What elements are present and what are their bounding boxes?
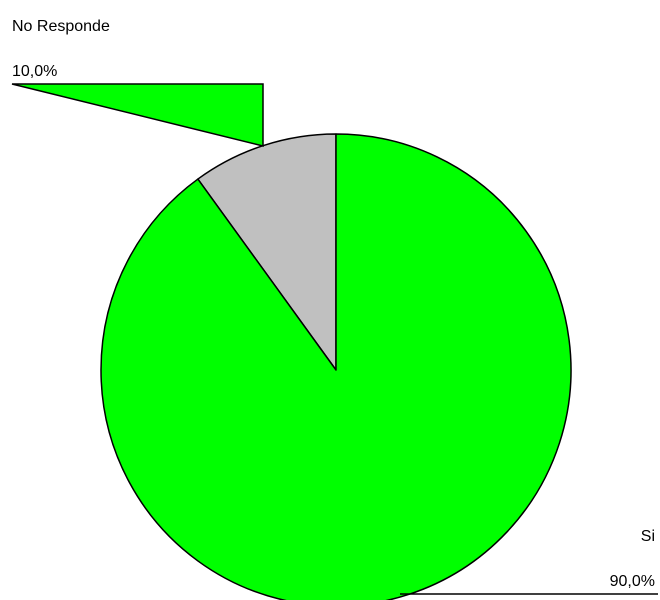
slices-layer <box>100 133 572 600</box>
pie-slice-si <box>100 133 572 600</box>
slice-value-si: 90,0% <box>610 573 655 590</box>
labels-layer: No Responde 10,0% Si 90,0% <box>12 18 655 590</box>
slice-label-si: Si <box>641 528 655 545</box>
callouts-layer <box>11 83 658 595</box>
callout-leader-no-responde <box>11 83 264 147</box>
slice-value-no-responde: 10,0% <box>12 63 57 80</box>
slice-label-no-responde: No Responde <box>12 18 110 35</box>
